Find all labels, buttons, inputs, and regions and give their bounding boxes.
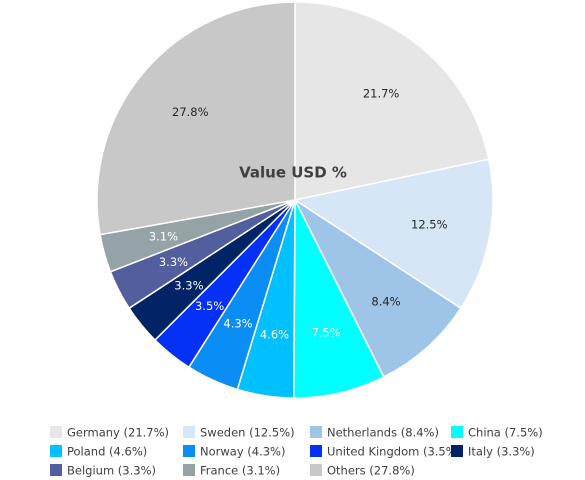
slice-label-china: 7.5% (311, 326, 340, 340)
legend-item-china: China (7.5%) (451, 426, 543, 440)
legend-label-belgium: Belgium (3.3%) (67, 464, 156, 478)
slice-label-italy: 3.3% (174, 279, 203, 293)
slice-label-france: 3.1% (149, 229, 178, 243)
legend-label-united-kingdom: United Kingdom (3.5%) (327, 445, 461, 459)
legend-label-france: France (3.1%) (200, 464, 280, 478)
legend-label-china: China (7.5%) (468, 426, 543, 440)
pie-slice-others (96, 1, 296, 236)
pie-slice-netherlands (293, 197, 462, 378)
slice-label-united-kingdom: 3.5% (195, 299, 224, 313)
legend-item-belgium: Belgium (3.3%) (50, 464, 156, 478)
slice-labels: 21.7% 12.5% 8.4% 7.5% 4.6% 4.3% 3.5% 3.3% 3.3% 3.… (149, 86, 448, 341)
slice-label-germany: 21.7% (363, 86, 400, 100)
pie-slice-germany (294, 1, 490, 201)
legend-swatch-netherlands (310, 426, 322, 438)
legend-swatch-germany (50, 426, 62, 438)
pie-slices (96, 1, 494, 399)
legend-label-italy: Italy (3.3%) (468, 445, 535, 459)
slice-label-sweden: 12.5% (411, 218, 448, 232)
slice-label-belgium: 3.3% (159, 255, 188, 269)
legend-item-united-kingdom: United Kingdom (3.5%) (310, 445, 461, 459)
legend-item-others: Others (27.8%) (310, 464, 415, 478)
slice-label-netherlands: 8.4% (371, 294, 400, 308)
legend-item-italy: Italy (3.3%) (451, 445, 535, 459)
legend-label-netherlands: Netherlands (8.4%) (327, 426, 439, 440)
legend-item-poland: Poland (4.6%) (50, 445, 147, 459)
slice-label-poland: 4.6% (260, 328, 289, 342)
legend-swatch-others (310, 464, 322, 476)
legend-label-norway: Norway (4.3%) (200, 445, 285, 459)
legend-item-sweden: Sweden (12.5%) (183, 426, 295, 440)
legend-swatch-france (183, 464, 195, 476)
chart-title: Value USD % (239, 164, 347, 182)
legend-swatch-china (451, 426, 463, 438)
legend-label-germany: Germany (21.7%) (67, 426, 169, 440)
legend-swatch-poland (50, 445, 62, 457)
pie-slice-sweden (293, 158, 494, 310)
legend: Germany (21.7%) Sweden (12.5%) Netherlands… (50, 426, 543, 478)
legend-swatch-sweden (183, 426, 195, 438)
legend-swatch-united-kingdom (310, 445, 322, 457)
slice-label-others: 27.8% (172, 105, 209, 119)
slice-label-norway: 4.3% (223, 317, 252, 331)
legend-item-norway: Norway (4.3%) (183, 445, 285, 459)
legend-swatch-italy (451, 445, 463, 457)
legend-item-france: France (3.1%) (183, 464, 280, 478)
legend-item-germany: Germany (21.7%) (50, 426, 169, 440)
legend-item-netherlands: Netherlands (8.4%) (310, 426, 439, 440)
legend-label-sweden: Sweden (12.5%) (200, 426, 295, 440)
legend-label-poland: Poland (4.6%) (67, 445, 147, 459)
legend-swatch-belgium (50, 464, 62, 476)
legend-swatch-norway (183, 445, 195, 457)
legend-label-others: Others (27.8%) (327, 464, 415, 478)
